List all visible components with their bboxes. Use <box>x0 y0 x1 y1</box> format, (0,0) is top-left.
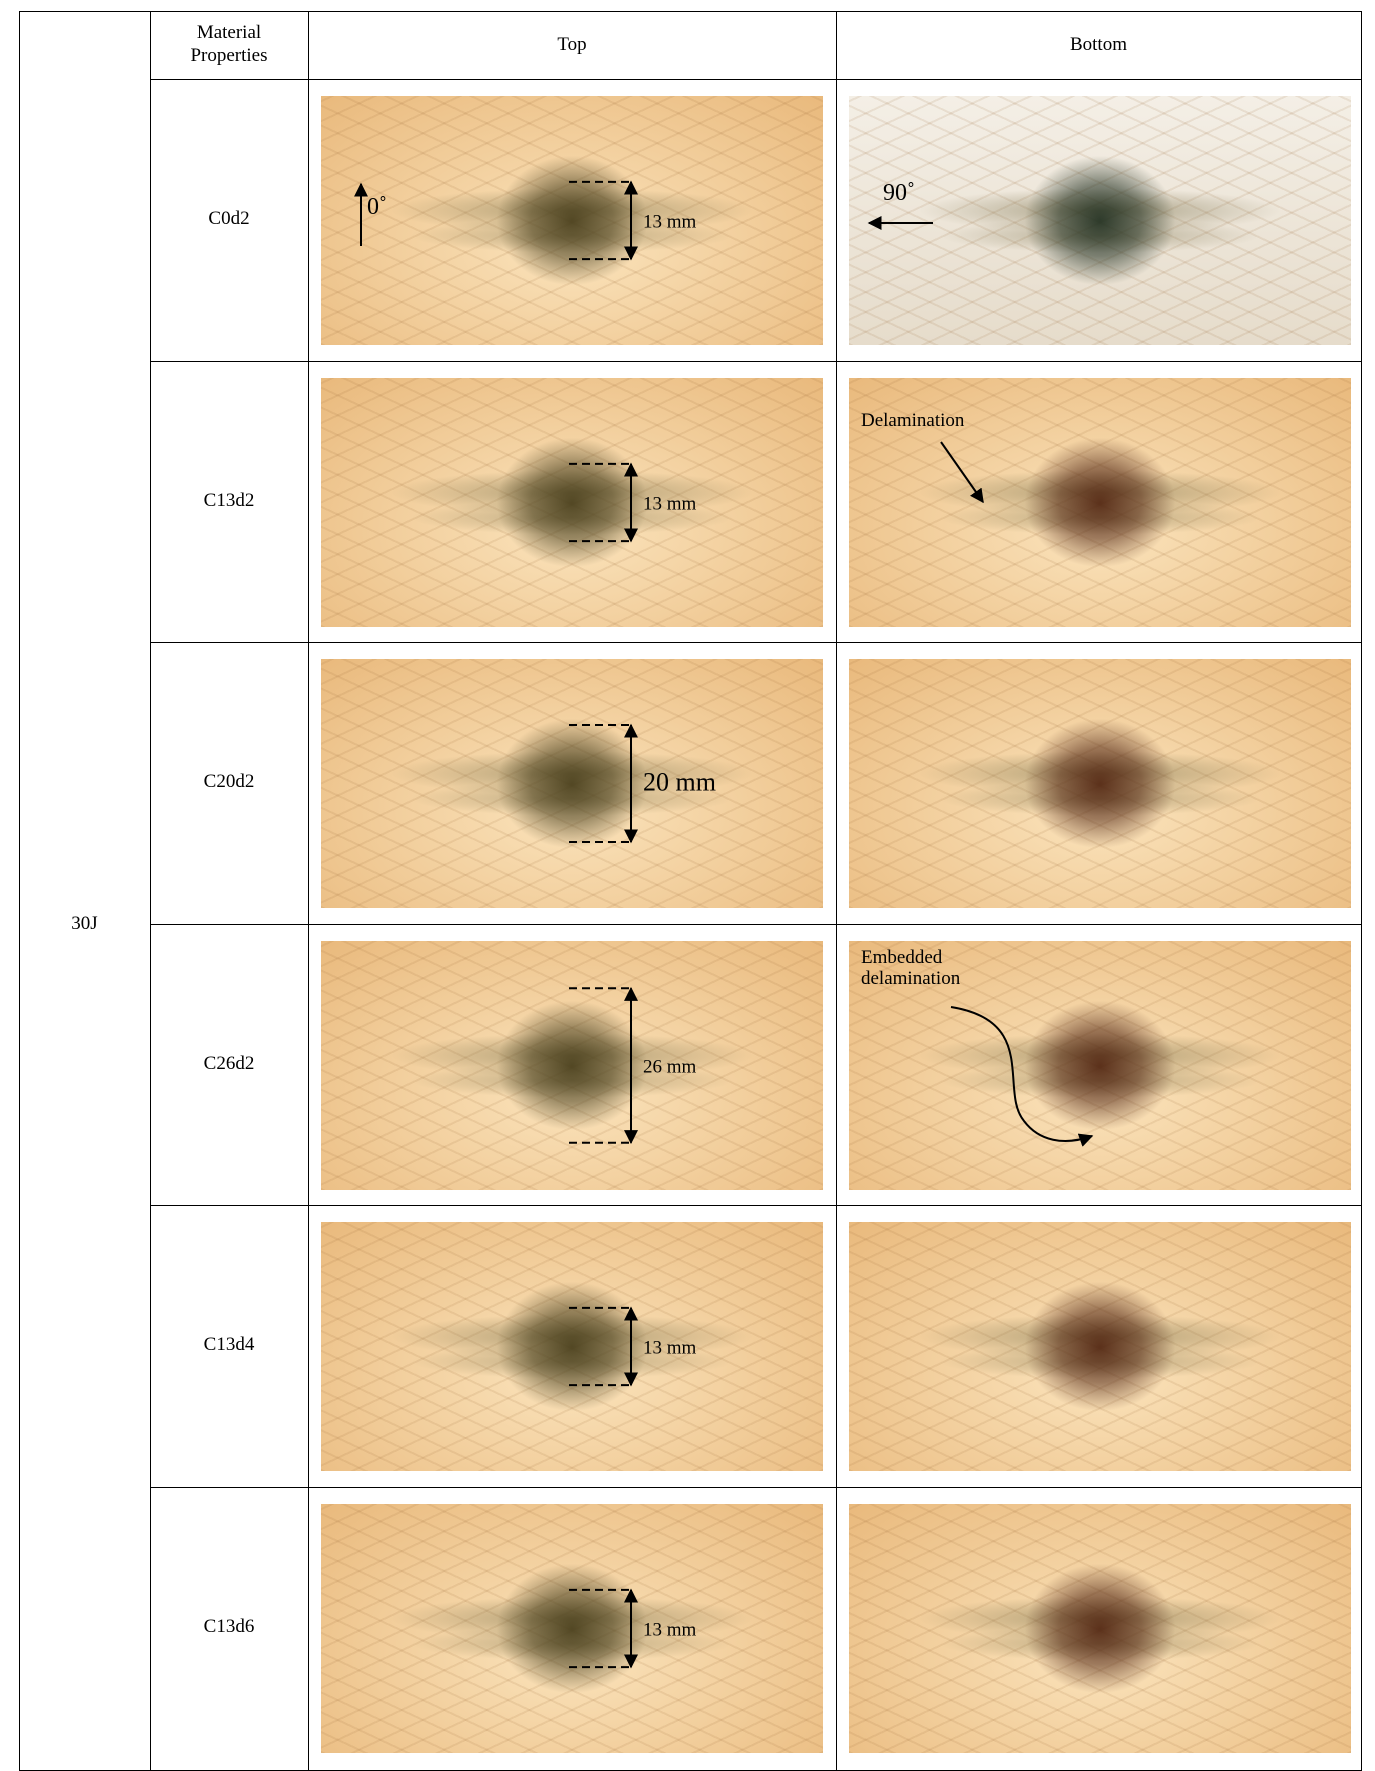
top-annotations: 13 mm 0˚ <box>354 180 697 261</box>
bottom-photo: Delamination <box>849 377 1351 627</box>
bottom-annotations <box>849 659 1351 908</box>
column-header: Bottom <box>1069 33 1127 55</box>
bottom-photo: Embedded delamination <box>849 940 1351 1190</box>
top-annotations: 13 mm <box>569 1306 697 1387</box>
annotation-label: Delamination <box>861 409 965 431</box>
top-annotations: 13 mm <box>569 462 697 542</box>
table-rule <box>150 361 1362 362</box>
dimension-label: 13 mm <box>643 1619 697 1640</box>
material-label: C0d2 <box>208 208 250 230</box>
dimension-label: 13 mm <box>643 493 697 514</box>
direction-label: 0˚ <box>367 194 387 220</box>
bottom-photo <box>849 1503 1351 1753</box>
bottom-annotations <box>940 440 984 503</box>
annotation-arrow <box>940 440 984 503</box>
top-photo: 20 mm <box>321 659 823 908</box>
top-annotations: 26 mm <box>569 986 697 1144</box>
top-annotations: 20 mm <box>569 723 716 844</box>
table-rule <box>19 11 1362 12</box>
bottom-annotations <box>950 1005 1094 1147</box>
bottom-photo <box>849 659 1351 908</box>
material-label: C13d6 <box>203 1615 255 1637</box>
top-photo: 26 mm <box>321 940 823 1190</box>
table-rule <box>150 1487 1362 1488</box>
bottom-photo: 90˚ <box>849 96 1351 345</box>
top-photo: 13 mm <box>321 1222 823 1471</box>
top-annotations: 13 mm <box>569 1588 697 1668</box>
table-rule <box>150 11 151 1771</box>
top-photo: 13 mm <box>321 377 823 627</box>
column-header: Material Properties <box>190 22 268 66</box>
bottom-annotations <box>849 1222 1351 1471</box>
column-header: Top <box>557 33 587 55</box>
table-rule <box>150 924 1362 925</box>
table-rule <box>19 11 20 1771</box>
annotation-label: Embedded delamination <box>861 946 961 990</box>
dimension-label: 13 mm <box>643 212 697 233</box>
dimension-label: 13 mm <box>643 1338 697 1359</box>
dimension-label: 20 mm <box>643 768 716 797</box>
row-header: 30J <box>71 913 98 935</box>
bottom-annotations <box>849 1504 1351 1753</box>
material-label: C13d2 <box>203 489 255 511</box>
table-rule <box>308 11 309 1771</box>
dimension-label: 26 mm <box>643 1056 697 1077</box>
direction-label: 90˚ <box>883 180 915 206</box>
table-rule <box>150 79 1362 80</box>
bottom-photo <box>849 1222 1351 1471</box>
table-rule <box>1361 11 1362 1771</box>
material-label: C13d4 <box>203 1334 255 1356</box>
top-photo: 13 mm <box>321 1503 823 1753</box>
material-label: C26d2 <box>203 1052 255 1074</box>
bottom-annotations: 90˚ <box>867 180 933 230</box>
table-rule <box>150 642 1362 643</box>
top-photo: 13 mm 0˚ <box>321 96 823 345</box>
table-rule <box>836 11 837 1771</box>
material-label: C20d2 <box>203 771 255 793</box>
annotation-arrow <box>950 1005 1094 1147</box>
table-rule <box>150 1205 1362 1206</box>
